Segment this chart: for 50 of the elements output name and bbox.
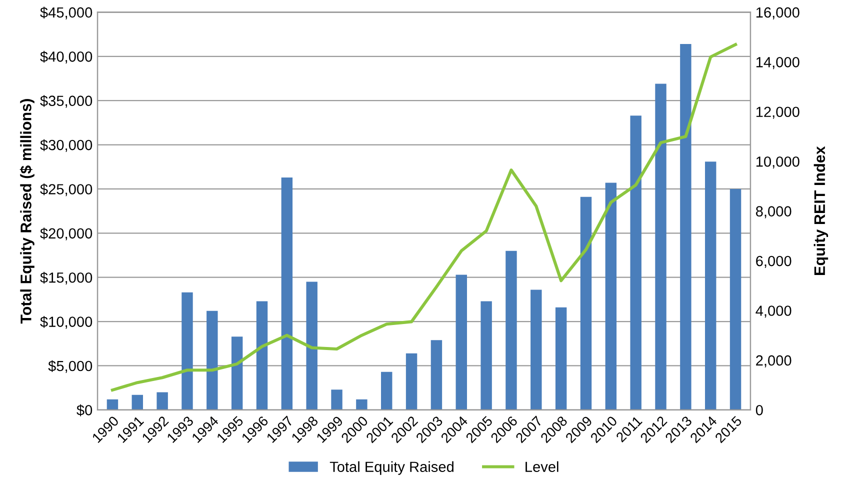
y2-axis-title: Equity REIT Index	[814, 146, 828, 275]
y2-tick-label: 8,000	[756, 206, 792, 218]
bar	[730, 188, 742, 410]
bar	[430, 340, 442, 410]
bar	[206, 310, 218, 410]
bar	[530, 290, 542, 410]
bar	[356, 399, 368, 410]
legend-label: Total Equity Raised	[330, 461, 454, 475]
y-tick-label: $45,000	[40, 6, 92, 20]
y-tick-label: $0	[76, 404, 92, 416]
bar	[256, 301, 268, 410]
bar	[406, 353, 418, 410]
bar	[132, 394, 144, 410]
y-axis-title: Total Equity Raised ($ millions)	[20, 99, 34, 324]
bar	[456, 274, 467, 410]
y2-tick-label: 4,000	[756, 306, 792, 318]
y-tick-label: $40,000	[40, 50, 92, 64]
bar	[381, 372, 392, 410]
bar	[480, 301, 492, 410]
bar	[704, 162, 716, 410]
bar	[555, 307, 567, 410]
bar	[106, 399, 118, 410]
y2-tick-label: 10,000	[756, 156, 800, 168]
y2-tick-label: 0	[756, 405, 763, 416]
y2-tick-label: 14,000	[756, 57, 800, 70]
bar	[630, 116, 642, 410]
y-tick-label: $5,000	[48, 360, 92, 373]
bar	[680, 44, 692, 410]
y-tick-label: $25,000	[40, 183, 92, 196]
legend-label: Level	[526, 461, 558, 472]
bar	[182, 292, 193, 410]
bar	[655, 84, 666, 410]
bar	[605, 182, 617, 410]
y-tick-label: $15,000	[40, 272, 92, 284]
bar	[506, 250, 517, 410]
y-tick-label: $30,000	[40, 139, 92, 152]
y-tick-label: $10,000	[40, 316, 92, 329]
y2-tick-label: 2,000	[756, 355, 792, 368]
y2-tick-label: 6,000	[756, 256, 792, 268]
y2-tick-label: 12,000	[756, 106, 800, 119]
bar	[580, 196, 592, 410]
y-tick-label: $35,000	[40, 95, 92, 108]
line-series	[110, 42, 738, 392]
bar	[331, 390, 342, 410]
bar	[231, 336, 243, 410]
bar	[281, 177, 293, 410]
y2-tick-label: 16,000	[756, 7, 800, 20]
y-tick-label: $20,000	[40, 228, 92, 240]
bar	[156, 392, 168, 410]
bar	[306, 282, 318, 410]
